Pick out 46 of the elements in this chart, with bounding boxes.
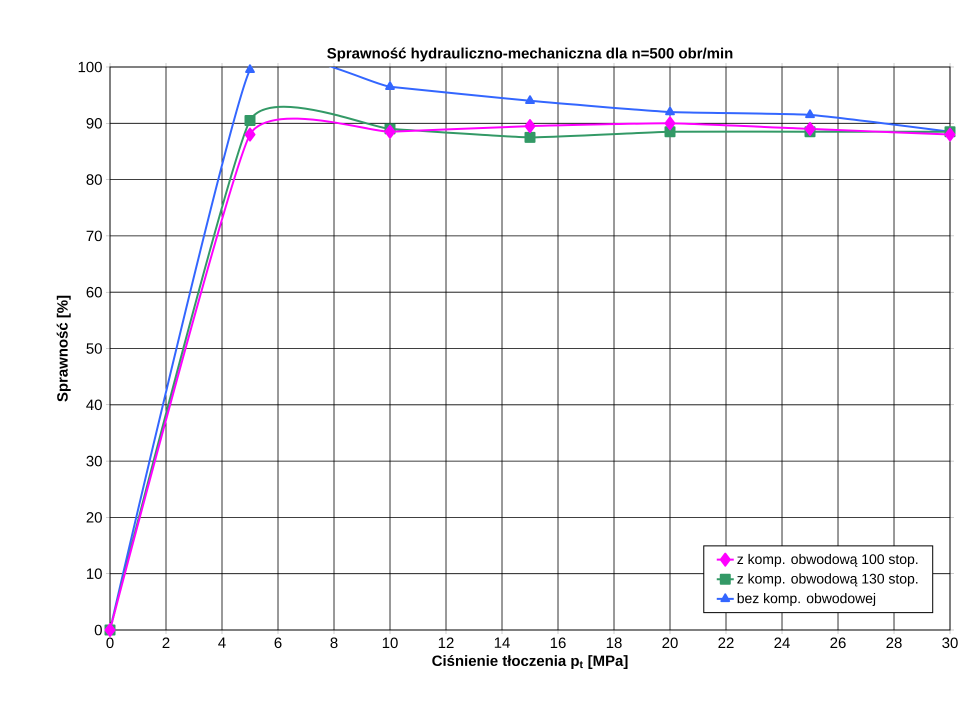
y-tick-label: 80 [86, 174, 102, 185]
y-tick-label: 20 [86, 512, 102, 523]
x-tick-label: 18 [606, 638, 622, 648]
x-tick-label: 24 [774, 638, 790, 648]
point [665, 106, 675, 116]
y-axis-title: Sprawność [%] [56, 296, 71, 402]
x-axis-title: Ciśnienie tłoczenia p$_{t}$ [MPa] [432, 654, 628, 669]
x-tick-label: 26 [830, 638, 846, 648]
point [245, 64, 255, 74]
x-tick-label: 4 [218, 638, 226, 648]
x-tick-label: 20 [662, 638, 678, 648]
point [384, 124, 396, 139]
x-tick-label: 6 [274, 638, 282, 648]
point [805, 109, 815, 118]
y-tick-label: 30 [86, 456, 102, 466]
x-tick-label: 14 [494, 638, 510, 648]
point [385, 81, 395, 90]
y-tick-label: 10 [87, 568, 102, 579]
point [244, 128, 256, 142]
point [244, 114, 256, 126]
point [944, 128, 956, 142]
x-tick-label: 12 [438, 638, 454, 648]
y-tick-label: 60 [86, 286, 102, 298]
x-tick-label: 2 [162, 638, 170, 648]
x-tick-label: 8 [330, 638, 338, 648]
legend-label: bez komp. obwodowej [738, 593, 876, 606]
y-tick-label: 50 [86, 343, 102, 354]
legend-label: z komp. obwodową 130 stop. [737, 573, 918, 586]
point [664, 116, 676, 130]
x-tick-label: 10 [382, 638, 398, 648]
chart-title: Sprawność hydrauliczno-mechaniczna dla n=500 obr/min [327, 47, 732, 62]
x-tick-label: 30 [942, 638, 958, 648]
y-tick-label: 90 [86, 118, 102, 129]
y-tick-label: 0 [94, 624, 102, 636]
point [525, 95, 535, 104]
legend-label: z komp. obwodową 100 stop. [737, 554, 918, 567]
point [524, 119, 536, 134]
x-tick-label: 22 [718, 638, 734, 648]
x-tick-label: 0 [106, 638, 114, 648]
x-tick-label: 16 [550, 638, 566, 648]
y-tick-label: 40 [86, 400, 102, 410]
point [804, 122, 816, 136]
y-tick-label: 100 [78, 62, 102, 72]
point [524, 132, 536, 143]
y-tick-label: 70 [86, 230, 102, 242]
x-tick-label: 28 [886, 638, 902, 648]
